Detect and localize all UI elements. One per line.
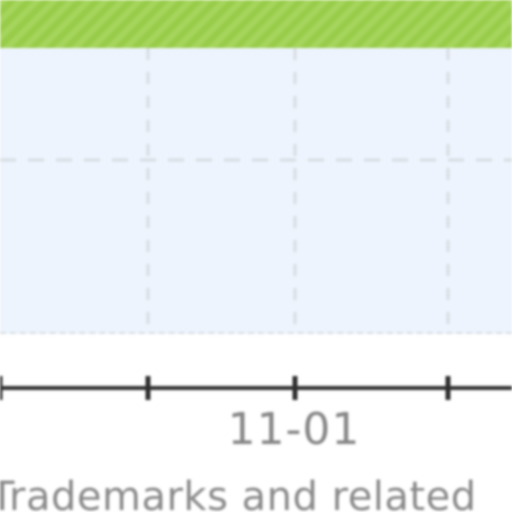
footer-text: Trademarks and related (0, 474, 477, 512)
x-axis-tick-label: 11-01 (227, 404, 361, 455)
gridlines (0, 48, 512, 334)
green-header-band (0, 0, 512, 48)
plot-area (0, 48, 512, 334)
x-axis (0, 376, 512, 400)
